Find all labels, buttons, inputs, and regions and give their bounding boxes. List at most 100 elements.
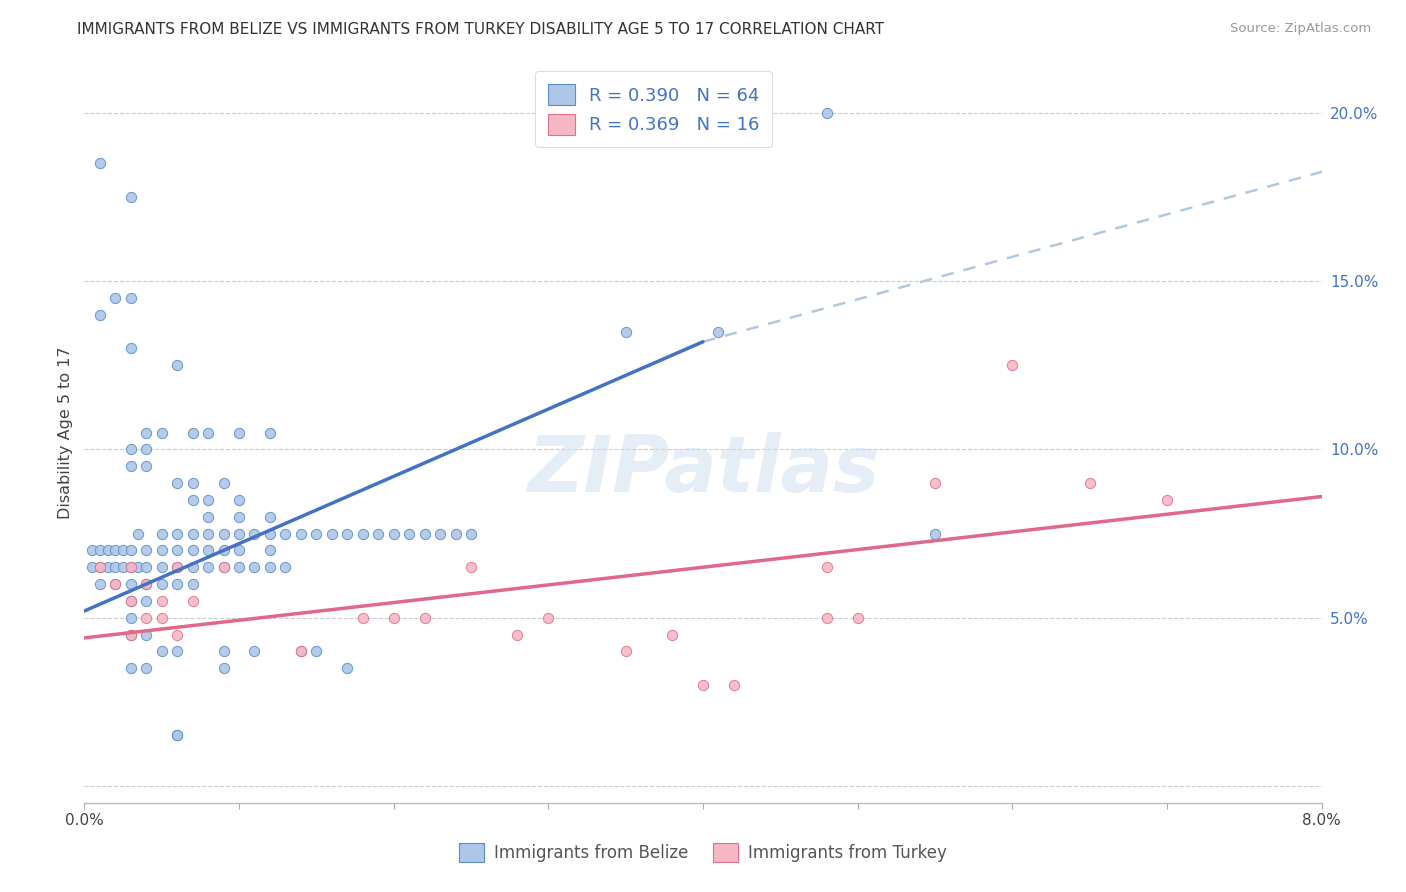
Point (96, 560, 118, 574)
Point (120, 627, 142, 641)
Point (243, 526, 266, 541)
Point (166, 526, 188, 541)
Point (82, 560, 104, 574)
Point (413, 610, 436, 624)
Point (135, 560, 157, 574)
Point (135, 610, 157, 624)
Point (290, 644, 312, 658)
Point (166, 560, 188, 574)
Point (120, 594, 142, 608)
Point (1078, 476, 1101, 491)
Point (89, 308, 111, 322)
Point (259, 425, 281, 440)
Point (104, 291, 127, 305)
Point (212, 661, 235, 675)
Point (166, 644, 188, 658)
Point (120, 342, 142, 356)
Point (614, 644, 637, 658)
Point (89, 560, 111, 574)
Point (336, 661, 359, 675)
Point (135, 661, 157, 675)
Point (274, 526, 297, 541)
Point (104, 543, 127, 558)
Point (460, 560, 482, 574)
Point (135, 459, 157, 474)
Point (661, 627, 683, 641)
Point (120, 577, 142, 591)
Point (104, 577, 127, 591)
Point (228, 492, 250, 507)
Point (181, 543, 204, 558)
Point (112, 560, 135, 574)
Point (815, 560, 838, 574)
Point (274, 560, 297, 574)
Point (290, 644, 312, 658)
Point (112, 543, 135, 558)
Point (382, 526, 405, 541)
Point (89, 156, 111, 170)
Point (120, 661, 142, 675)
Point (197, 543, 219, 558)
Point (150, 644, 173, 658)
Point (127, 560, 149, 574)
Point (135, 543, 157, 558)
Point (150, 594, 173, 608)
Text: Source: ZipAtlas.com: Source: ZipAtlas.com (1230, 22, 1371, 36)
Point (197, 492, 219, 507)
Point (150, 543, 173, 558)
Point (166, 729, 188, 743)
Point (212, 560, 235, 574)
Point (181, 476, 204, 491)
Point (120, 560, 142, 574)
Point (846, 610, 869, 624)
Point (506, 627, 529, 641)
Point (135, 442, 157, 457)
Point (413, 526, 436, 541)
Point (212, 526, 235, 541)
Point (120, 291, 142, 305)
Point (135, 577, 157, 591)
Point (166, 560, 188, 574)
Point (135, 425, 157, 440)
Point (89, 560, 111, 574)
Point (150, 577, 173, 591)
Point (166, 476, 188, 491)
Point (181, 492, 204, 507)
Point (305, 644, 328, 658)
Point (815, 610, 838, 624)
Point (120, 560, 142, 574)
Point (228, 560, 250, 574)
Point (135, 594, 157, 608)
Point (1001, 359, 1024, 373)
Point (243, 644, 266, 658)
Point (815, 106, 838, 120)
Point (166, 577, 188, 591)
Point (290, 526, 312, 541)
Point (723, 678, 745, 692)
Point (197, 425, 219, 440)
Point (197, 526, 219, 541)
Point (367, 526, 389, 541)
Point (197, 509, 219, 524)
Point (707, 325, 730, 339)
Point (120, 627, 142, 641)
Point (352, 610, 374, 624)
Point (120, 543, 142, 558)
Point (212, 543, 235, 558)
Point (135, 627, 157, 641)
Point (228, 526, 250, 541)
Point (228, 425, 250, 440)
Point (259, 560, 281, 574)
Point (89, 543, 111, 558)
Point (197, 560, 219, 574)
Point (181, 577, 204, 591)
Point (212, 476, 235, 491)
Point (924, 476, 946, 491)
Point (104, 560, 127, 574)
Point (460, 526, 482, 541)
Point (259, 526, 281, 541)
Point (150, 560, 173, 574)
Point (166, 627, 188, 641)
Point (120, 190, 142, 204)
Point (692, 678, 714, 692)
